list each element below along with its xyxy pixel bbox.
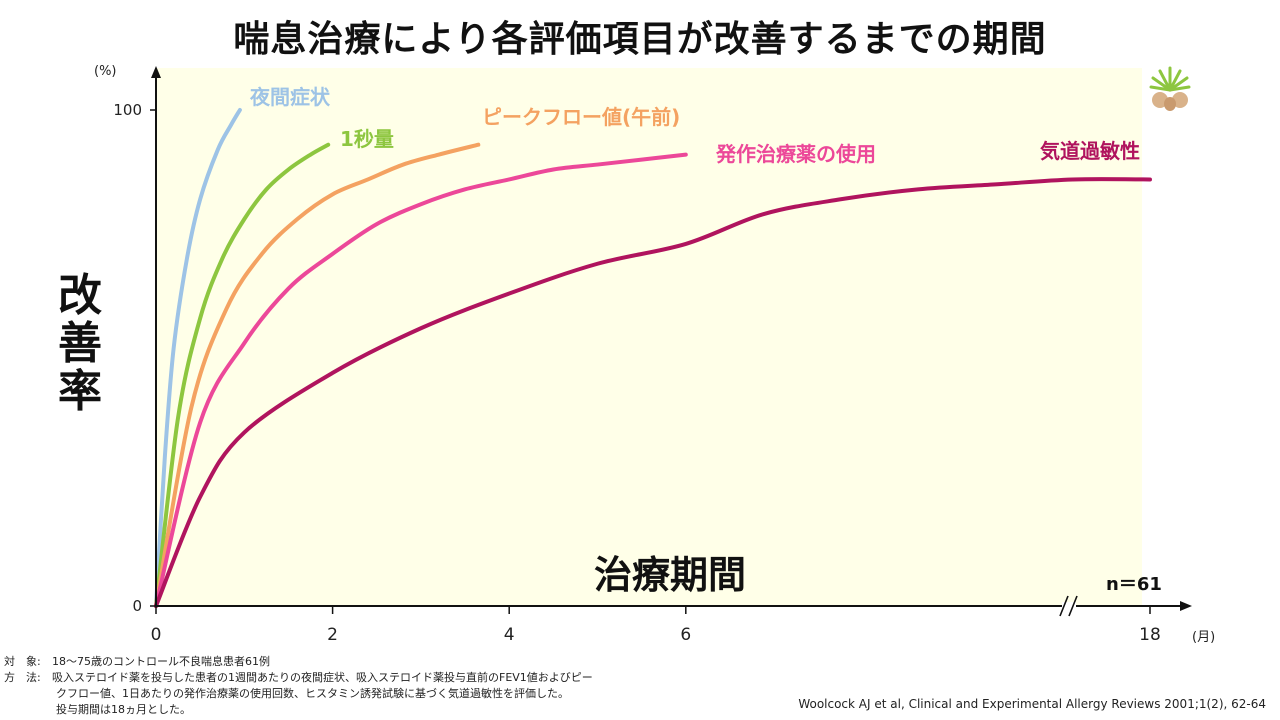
series-layer bbox=[154, 108, 1152, 608]
x-tick-label: 4 bbox=[504, 625, 515, 645]
series-rescue-med bbox=[154, 152, 688, 608]
chart-title: 喘息治療により各評価項目が改善するまでの期間 bbox=[233, 19, 1047, 60]
note-subject: 対 象: 18〜75歳のコントロール不良喘息患者61例 bbox=[4, 654, 593, 670]
x-tick-label: 6 bbox=[680, 625, 691, 645]
x-axis-label: 治療期間 bbox=[594, 553, 747, 597]
series-airway-hyper bbox=[154, 177, 1152, 608]
note-method-key: 方 法: bbox=[4, 671, 41, 684]
tree-logo-icon bbox=[1142, 62, 1198, 114]
axis-break-mark-right bbox=[1068, 595, 1078, 617]
x-tick-label: 0 bbox=[151, 625, 162, 645]
series-peak-flow-label: ピークフロー値(午前) bbox=[482, 105, 680, 129]
series-rescue-med-label: 発作治療薬の使用 bbox=[715, 142, 876, 166]
series-night-symptoms bbox=[154, 108, 242, 608]
y-axis-unit: (%) bbox=[94, 64, 117, 79]
note-method-text-3: 投与期間は18ヵ月とした。 bbox=[56, 703, 191, 716]
axes-layer: 0 100 0 2 4 6 18 bbox=[113, 66, 1192, 645]
x-tick-label: 18 bbox=[1139, 625, 1161, 645]
y-axis-label-char-0: 改 bbox=[58, 270, 102, 321]
y-axis-label: 改善率 bbox=[52, 272, 108, 416]
series-airway-hyper-label: 気道過敏性 bbox=[1040, 139, 1140, 163]
sample-size-annotation: n＝61 bbox=[1106, 574, 1162, 595]
series-night-symptoms-label: 夜間症状 bbox=[249, 85, 331, 109]
axis-break-mark-left bbox=[1059, 595, 1069, 617]
note-method-text-1: 吸入ステロイド薬を投与した患者の1週間あたりの夜間症状、吸入ステロイド薬投与直前… bbox=[52, 671, 593, 684]
x-axis-unit: (月) bbox=[1192, 630, 1216, 645]
y-tick-label: 0 bbox=[132, 597, 142, 615]
y-axis-label-char-2: 率 bbox=[58, 366, 102, 417]
y-axis-arrowhead bbox=[151, 66, 161, 78]
series-peak-flow bbox=[154, 142, 481, 608]
note-subject-key: 対 象: bbox=[4, 655, 41, 668]
axis-break-gap bbox=[1062, 602, 1076, 610]
y-tick-label: 100 bbox=[113, 101, 142, 119]
study-notes: 対 象: 18〜75歳のコントロール不良喘息患者61例 方 法: 吸入ステロイド薬を… bbox=[4, 654, 593, 718]
citation: Woolcock AJ et al, Clinical and Experime… bbox=[798, 697, 1266, 711]
note-method: 方 法: 吸入ステロイド薬を投与した患者の1週間あたりの夜間症状、吸入ステロイド薬… bbox=[4, 670, 593, 686]
series-fev1 bbox=[154, 142, 331, 608]
plot-area bbox=[156, 68, 1142, 606]
x-axis-arrowhead bbox=[1180, 601, 1192, 611]
x-tick-label: 2 bbox=[327, 625, 338, 645]
note-subject-text: 18〜75歳のコントロール不良喘息患者61例 bbox=[52, 655, 270, 668]
series-fev1-label: 1秒量 bbox=[340, 127, 394, 151]
series-labels: 夜間症状 1秒量 ピークフロー値(午前) 発作治療薬の使用 気道過敏性 bbox=[249, 85, 1140, 166]
y-axis-label-char-1: 善 bbox=[58, 318, 102, 369]
note-method-text-2: クフロー値、1日あたりの発作治療薬の使用回数、ヒスタミン誘発試験に基づく気道過敏… bbox=[56, 687, 569, 700]
